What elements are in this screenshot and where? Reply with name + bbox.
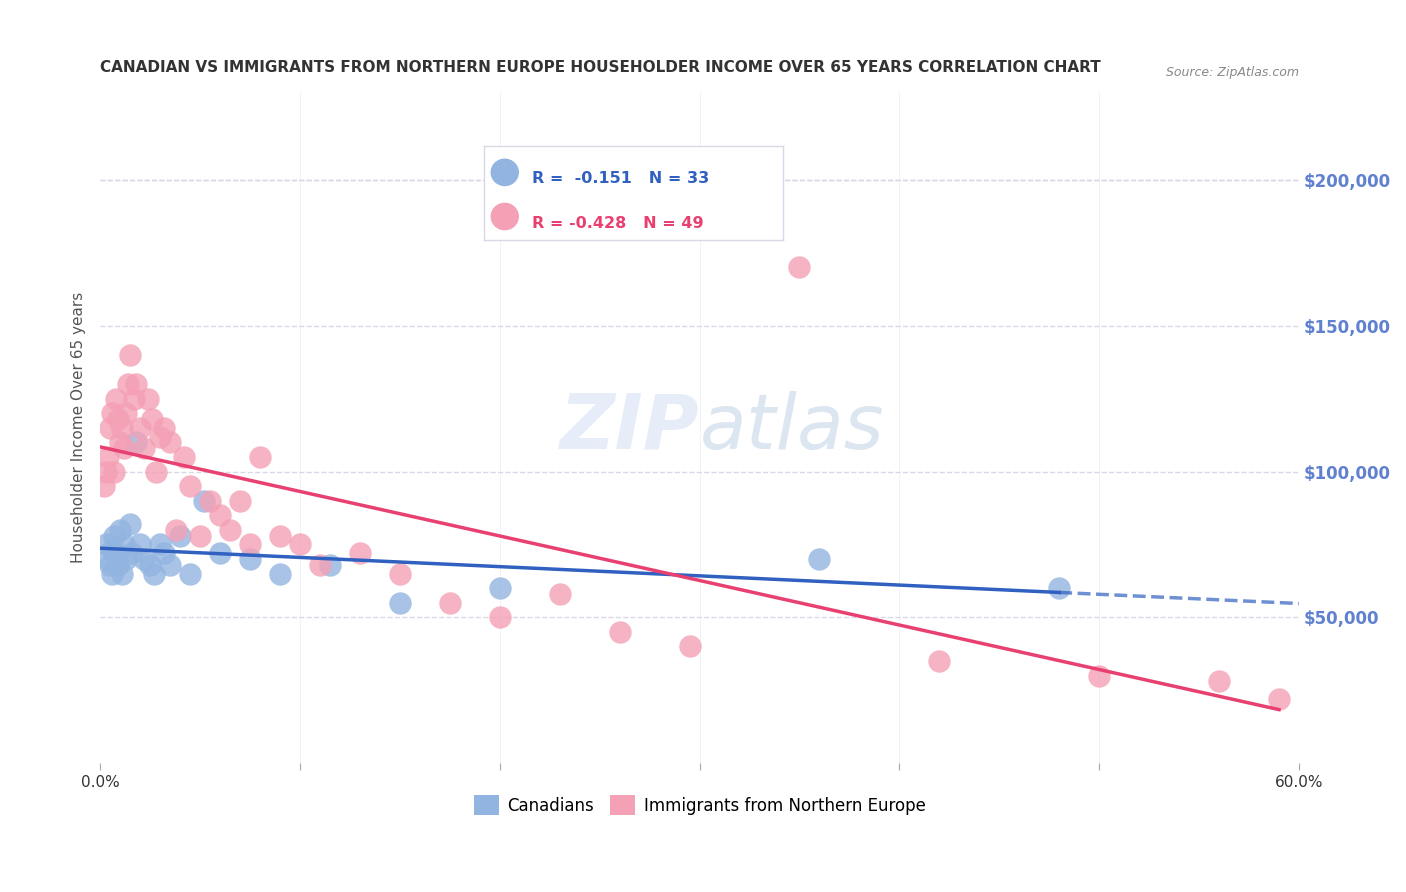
Point: [105, 546, 128, 560]
Point: [122, 392, 145, 406]
Point: [153, 546, 176, 560]
Point: [808, 552, 831, 566]
Point: [229, 493, 252, 508]
Point: [198, 493, 221, 508]
Point: [107, 558, 129, 572]
Point: [789, 260, 811, 275]
Point: [97, 450, 120, 464]
Point: [1268, 692, 1291, 706]
Text: CANADIAN VS IMMIGRANTS FROM NORTHERN EUROPE HOUSEHOLDER INCOME OVER 65 YEARS COR: CANADIAN VS IMMIGRANTS FROM NORTHERN EUR…: [100, 60, 1101, 75]
Point: [143, 566, 166, 581]
Point: [132, 441, 155, 455]
Point: [108, 435, 131, 450]
Point: [153, 421, 176, 435]
Point: [208, 508, 231, 523]
Point: [94, 465, 117, 479]
Point: [388, 596, 411, 610]
Point: [249, 450, 271, 464]
Point: [1208, 674, 1230, 689]
Point: [111, 421, 134, 435]
Point: [219, 523, 242, 537]
Point: [117, 377, 139, 392]
Point: [105, 392, 128, 406]
Point: [548, 587, 571, 601]
Point: [112, 441, 135, 455]
Point: [121, 546, 143, 560]
Point: [609, 624, 631, 639]
Point: [488, 610, 510, 624]
Point: [678, 640, 700, 654]
Point: [159, 558, 181, 572]
Point: [129, 537, 152, 551]
Point: [288, 537, 311, 551]
Point: [239, 537, 262, 551]
Point: [349, 546, 371, 560]
Point: [97, 552, 120, 566]
Point: [388, 566, 411, 581]
Point: [149, 537, 172, 551]
Point: [103, 465, 125, 479]
Point: [269, 529, 291, 543]
Point: [1047, 581, 1070, 595]
Text: atlas: atlas: [700, 391, 884, 465]
Point: [98, 421, 121, 435]
Point: [179, 479, 201, 493]
Point: [149, 429, 172, 443]
Point: [208, 546, 231, 560]
Point: [141, 412, 163, 426]
Point: [239, 552, 262, 566]
Point: [111, 566, 134, 581]
Point: [107, 412, 129, 426]
Point: [173, 450, 195, 464]
Point: [112, 537, 135, 551]
Point: [139, 558, 162, 572]
Point: [125, 377, 148, 392]
Point: [101, 406, 124, 420]
Point: [132, 552, 155, 566]
Point: [269, 566, 291, 581]
Point: [101, 566, 124, 581]
Y-axis label: Householder Income Over 65 years: Householder Income Over 65 years: [72, 293, 86, 564]
Point: [108, 523, 131, 537]
Point: [439, 596, 461, 610]
Point: [101, 543, 124, 558]
Text: Source: ZipAtlas.com: Source: ZipAtlas.com: [1166, 66, 1299, 79]
Point: [120, 348, 142, 362]
Point: [159, 435, 181, 450]
Point: [98, 558, 121, 572]
Point: [120, 516, 142, 531]
Point: [1088, 668, 1111, 682]
Point: [136, 392, 159, 406]
Point: [188, 529, 211, 543]
Point: [129, 421, 152, 435]
Point: [193, 493, 215, 508]
Point: [93, 479, 115, 493]
Legend: Canadians, Immigrants from Northern Europe: Canadians, Immigrants from Northern Euro…: [467, 789, 932, 822]
Point: [319, 558, 342, 572]
Point: [115, 406, 138, 420]
Point: [488, 581, 510, 595]
Point: [103, 529, 125, 543]
Point: [165, 523, 187, 537]
Point: [309, 558, 332, 572]
Text: ZIP: ZIP: [560, 391, 700, 465]
Point: [169, 529, 191, 543]
Point: [115, 552, 138, 566]
Point: [179, 566, 201, 581]
Point: [145, 465, 167, 479]
Point: [125, 435, 148, 450]
Point: [928, 654, 950, 668]
Point: [94, 537, 117, 551]
